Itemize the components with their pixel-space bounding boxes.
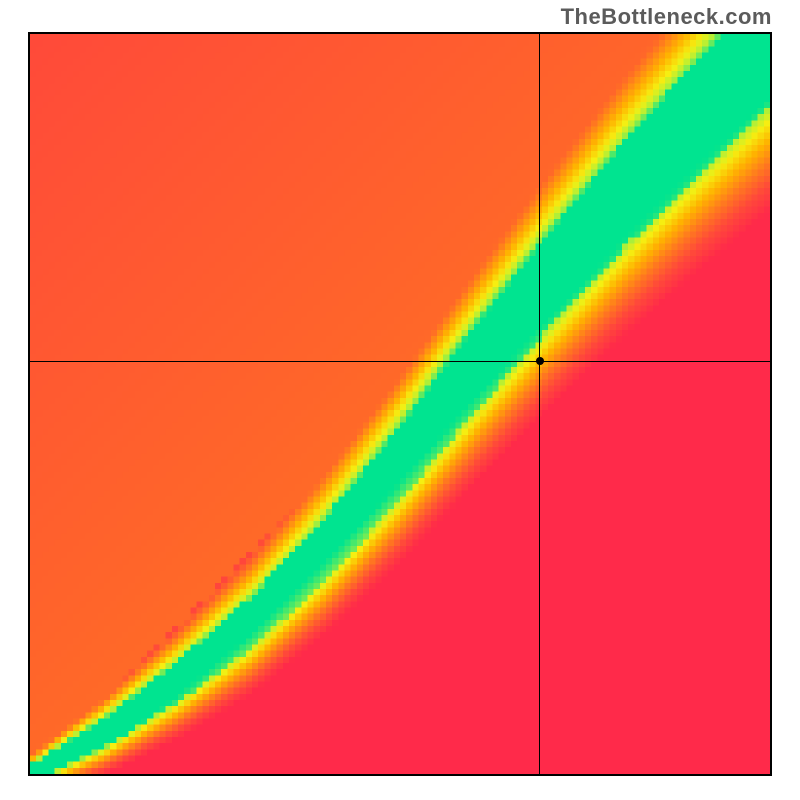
crosshair-horizontal (30, 361, 770, 362)
crosshair-vertical (539, 34, 540, 774)
watermark-text: TheBottleneck.com (561, 4, 772, 30)
bottleneck-heatmap (30, 34, 770, 774)
plot-area (28, 32, 772, 776)
crosshair-point (536, 357, 544, 365)
